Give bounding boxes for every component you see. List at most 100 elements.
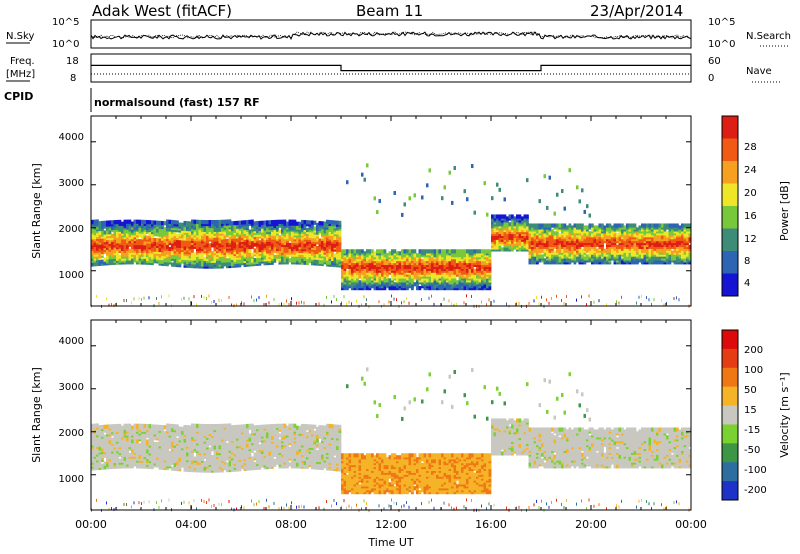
power-cell	[628, 244, 632, 249]
power-cell	[138, 297, 140, 301]
power-cell	[323, 221, 327, 226]
power-cell	[281, 256, 284, 261]
power-cell	[398, 262, 402, 267]
power-cell	[651, 302, 652, 306]
power-cell	[351, 302, 352, 306]
power-cell	[363, 295, 365, 299]
power-cell	[306, 220, 309, 225]
power-cell	[356, 299, 357, 303]
velocity-cell	[111, 437, 114, 442]
power-cell	[236, 228, 239, 233]
power-cell	[481, 249, 484, 254]
velocity-cell	[103, 465, 107, 470]
power-cell	[541, 238, 544, 244]
power-cell	[451, 249, 454, 254]
power-cell	[561, 223, 564, 228]
power-cell	[106, 297, 107, 301]
power-cell	[558, 233, 562, 238]
power-cell	[561, 229, 564, 234]
power-cell	[466, 197, 469, 202]
power-cell	[298, 233, 302, 238]
power-cell	[403, 202, 406, 207]
power-cell	[543, 258, 547, 263]
power-cell	[236, 303, 237, 307]
power-cell	[333, 257, 337, 262]
power-cell	[456, 302, 457, 306]
power-cell	[273, 247, 277, 252]
power-cell	[333, 253, 337, 258]
power-cell	[158, 238, 162, 243]
colorbar-segment	[722, 228, 738, 252]
power-cell	[576, 298, 577, 302]
power-cell	[518, 214, 522, 219]
power-cell	[483, 278, 487, 283]
power-cell	[241, 301, 242, 305]
power-cell	[631, 223, 634, 228]
power-cell	[681, 227, 684, 232]
power-cell	[238, 224, 242, 229]
velocity-cell	[126, 503, 127, 507]
power-cell	[296, 225, 299, 230]
power-cell	[156, 238, 159, 243]
power-cell	[551, 238, 554, 244]
power-cell	[241, 230, 244, 235]
power-cell	[96, 261, 99, 267]
power-cell	[216, 233, 219, 238]
power-cell	[588, 237, 592, 242]
power-cell	[96, 219, 99, 224]
power-cell	[663, 223, 667, 228]
power-cell	[463, 270, 467, 275]
power-cell	[398, 251, 402, 256]
power-cell	[483, 249, 487, 254]
power-cell	[348, 274, 352, 279]
power-cell	[278, 229, 282, 234]
power-colorbar	[721, 115, 739, 297]
power-cell	[531, 223, 534, 228]
power-cell	[223, 235, 227, 240]
power-cell	[461, 249, 464, 254]
power-cell	[548, 235, 552, 240]
power-cell	[463, 264, 467, 269]
power-cell	[91, 254, 94, 259]
velocity-cell	[121, 450, 124, 456]
power-cell	[181, 222, 184, 227]
power-cell	[578, 254, 582, 259]
power-cell	[683, 258, 687, 263]
power-cell	[633, 242, 637, 248]
velocity-cell	[126, 423, 129, 428]
velocity-cell	[118, 443, 122, 448]
power-cell	[331, 229, 334, 235]
power-cell	[368, 249, 372, 254]
power-cell	[181, 226, 184, 231]
power-ytick: 1000	[59, 270, 84, 281]
power-cell	[326, 296, 327, 300]
power-cell	[321, 250, 324, 255]
power-cell	[611, 248, 614, 253]
power-cell	[318, 302, 320, 306]
velocity-cell	[93, 423, 97, 428]
power-cell	[543, 223, 547, 228]
power-cell	[678, 258, 682, 263]
power-cell	[533, 244, 537, 249]
power-cell	[546, 231, 549, 236]
power-cell	[133, 256, 137, 261]
power-cell	[346, 302, 347, 306]
power-cell	[573, 223, 577, 228]
power-cell	[196, 303, 197, 307]
power-cell	[533, 223, 537, 228]
noise-right-label: N.Search	[746, 31, 791, 42]
power-cell	[666, 252, 669, 257]
power-cell	[453, 303, 455, 307]
power-cell	[98, 224, 102, 230]
power-cell	[503, 247, 507, 252]
power-cell	[413, 270, 417, 275]
colorbar-segment	[722, 273, 738, 297]
power-cell	[203, 262, 207, 267]
power-cell	[503, 235, 507, 240]
power-cell	[178, 222, 182, 227]
power-cell	[161, 248, 164, 253]
power-cell	[421, 195, 424, 200]
power-cell	[263, 220, 267, 225]
power-cell	[686, 223, 689, 228]
power-cell	[163, 244, 167, 249]
